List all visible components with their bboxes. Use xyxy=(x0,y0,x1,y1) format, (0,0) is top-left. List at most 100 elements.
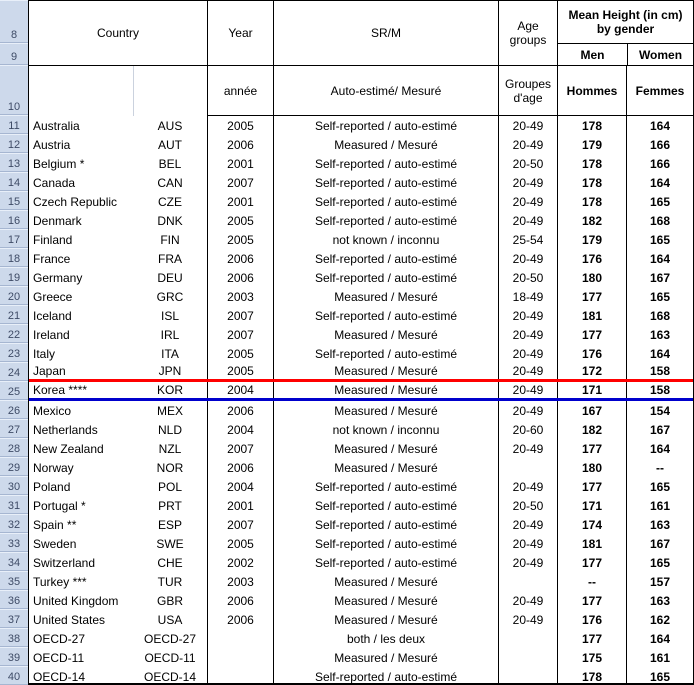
cell-country[interactable]: OECD-14 xyxy=(33,669,86,684)
cell-women-height[interactable]: 165 xyxy=(626,553,693,572)
cell-country[interactable]: Germany xyxy=(33,270,83,285)
cell-year[interactable]: 2005 xyxy=(207,363,273,379)
cell-women-height[interactable]: 162 xyxy=(626,610,693,629)
cell-year[interactable]: 2002 xyxy=(207,553,273,572)
header-srm-fr[interactable]: Auto-estimé/ Mesuré xyxy=(273,66,498,116)
cell-men-height[interactable]: 181 xyxy=(557,306,626,325)
cell-country-code[interactable]: KOR xyxy=(156,383,183,397)
header-age-groups[interactable]: Age groups xyxy=(498,1,557,65)
row-number[interactable]: 22 xyxy=(0,324,28,343)
cell-age-group[interactable] xyxy=(498,648,557,667)
row-number[interactable]: 20 xyxy=(0,286,28,305)
cell-year[interactable]: 2007 xyxy=(207,515,273,534)
header-women-fr[interactable]: Femmes xyxy=(626,66,693,116)
cell-women-height[interactable]: 165 xyxy=(626,477,693,496)
cell-country[interactable]: Denmark xyxy=(33,213,82,228)
cell-women-height[interactable]: 168 xyxy=(626,211,693,230)
cell-country-code[interactable]: CHE xyxy=(157,555,183,570)
cell-country-code[interactable]: JPN xyxy=(158,364,182,378)
cell-country[interactable]: Norway xyxy=(33,460,74,475)
cell-year[interactable]: 2001 xyxy=(207,496,273,515)
cell-age-group[interactable] xyxy=(498,667,557,685)
cell-men-height[interactable]: 176 xyxy=(557,344,626,363)
cell-men-height[interactable]: 177 xyxy=(557,325,626,344)
row-number[interactable]: 26 xyxy=(0,400,28,419)
cell-men-height[interactable]: 177 xyxy=(557,477,626,496)
cell-age-group[interactable]: 20-49 xyxy=(498,382,557,398)
cell-country[interactable]: Austria xyxy=(33,137,71,152)
cell-country[interactable]: Switzerland xyxy=(33,555,96,570)
cell-srm[interactable]: Measured / Mesuré xyxy=(273,458,498,477)
cell-men-height[interactable]: 172 xyxy=(557,363,626,379)
cell-women-height[interactable]: 167 xyxy=(626,420,693,439)
cell-men-height[interactable]: 171 xyxy=(557,382,626,398)
row-number[interactable]: 40 xyxy=(0,666,28,685)
cell-srm[interactable]: Self-reported / auto-estimé xyxy=(273,211,498,230)
header-year[interactable]: Year xyxy=(207,1,273,65)
cell-country[interactable]: Portugal * xyxy=(33,498,86,513)
cell-country[interactable]: Ireland xyxy=(33,327,70,342)
row-number[interactable]: 36 xyxy=(0,590,28,609)
cell-country-code[interactable]: CZE xyxy=(158,194,182,209)
cell-country-code[interactable]: PRT xyxy=(158,498,182,513)
cell-country[interactable]: Mexico xyxy=(33,403,72,418)
cell-year[interactable]: 2007 xyxy=(207,325,273,344)
cell-age-group[interactable]: 20-49 xyxy=(498,439,557,458)
cell-country[interactable]: Canada xyxy=(33,175,76,190)
cell-women-height[interactable]: 157 xyxy=(626,572,693,591)
cell-srm[interactable]: Measured / Mesuré xyxy=(273,591,498,610)
cell-country-code[interactable]: AUS xyxy=(157,118,183,133)
cell-country-code[interactable]: POL xyxy=(157,479,182,494)
cell-srm[interactable]: Measured / Mesuré xyxy=(273,135,498,154)
cell-women-height[interactable]: 165 xyxy=(626,287,693,306)
header-age-groups-fr[interactable]: Groupes d'age xyxy=(498,66,557,116)
cell-country-code[interactable]: OECD-27 xyxy=(143,631,196,646)
cell-country[interactable]: France xyxy=(33,251,71,266)
cell-women-height[interactable]: 164 xyxy=(626,116,693,135)
cell-age-group[interactable]: 20-49 xyxy=(498,173,557,192)
cell-country[interactable]: Japan xyxy=(33,364,66,378)
cell-country[interactable]: Australia xyxy=(33,118,80,133)
cell-srm[interactable]: Self-reported / auto-estimé xyxy=(273,515,498,534)
cell-year[interactable]: 2006 xyxy=(207,268,273,287)
row-number[interactable]: 37 xyxy=(0,609,28,628)
cell-country[interactable]: United States xyxy=(33,612,106,627)
cell-country[interactable]: Sweden xyxy=(33,536,77,551)
cell-srm[interactable]: Measured / Mesuré xyxy=(273,572,498,591)
cell-age-group[interactable]: 25-54 xyxy=(498,230,557,249)
cell-srm[interactable]: Self-reported / auto-estimé xyxy=(273,344,498,363)
cell-srm[interactable]: Measured / Mesuré xyxy=(273,382,498,398)
row-number[interactable]: 18 xyxy=(0,248,28,267)
cell-men-height[interactable]: 176 xyxy=(557,610,626,629)
cell-age-group[interactable]: 20-49 xyxy=(498,401,557,420)
cell-men-height[interactable]: 181 xyxy=(557,534,626,553)
cell-age-group[interactable] xyxy=(498,458,557,477)
cell-men-height[interactable]: 178 xyxy=(557,173,626,192)
cell-men-height[interactable]: 171 xyxy=(557,496,626,515)
cell-srm[interactable]: both / les deux xyxy=(273,629,498,648)
cell-age-group[interactable]: 20-49 xyxy=(498,306,557,325)
cell-year[interactable] xyxy=(207,667,273,685)
cell-year[interactable] xyxy=(207,648,273,667)
cell-women-height[interactable]: 163 xyxy=(626,591,693,610)
cell-year[interactable]: 2001 xyxy=(207,192,273,211)
row-number[interactable]: 15 xyxy=(0,191,28,210)
header-mean-height[interactable]: Mean Height (in cm) by gender xyxy=(558,1,693,44)
cell-men-height[interactable]: 176 xyxy=(557,249,626,268)
row-number[interactable]: 33 xyxy=(0,533,28,552)
cell-srm[interactable]: Self-reported / auto-estimé xyxy=(273,306,498,325)
cell-country-code[interactable]: ISL xyxy=(160,308,179,323)
cell-srm[interactable]: Measured / Mesuré xyxy=(273,287,498,306)
cell-country[interactable]: OECD-27 xyxy=(33,631,86,646)
cell-women-height[interactable]: 158 xyxy=(626,363,693,379)
header-women[interactable]: Women xyxy=(627,44,693,65)
cell-age-group[interactable]: 20-49 xyxy=(498,534,557,553)
header-srm[interactable]: SR/M xyxy=(273,1,498,65)
cell-srm[interactable]: Self-reported / auto-estimé xyxy=(273,249,498,268)
cell-year[interactable]: 2005 xyxy=(207,230,273,249)
cell-women-height[interactable]: 164 xyxy=(626,344,693,363)
header-country[interactable]: Country xyxy=(96,26,140,40)
cell-men-height[interactable]: 177 xyxy=(557,287,626,306)
header-country-fr[interactable] xyxy=(29,66,207,116)
cell-year[interactable]: 2006 xyxy=(207,458,273,477)
